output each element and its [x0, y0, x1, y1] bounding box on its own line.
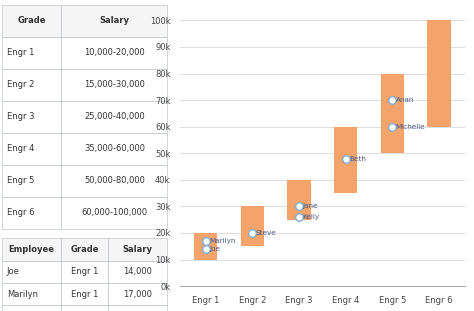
Text: 15,000-30,000: 15,000-30,000 — [84, 80, 145, 89]
Text: Grade: Grade — [18, 16, 46, 25]
Text: 35,000-60,000: 35,000-60,000 — [84, 144, 145, 153]
Bar — [62, 37, 167, 69]
Bar — [2, 165, 62, 197]
Point — [202, 246, 210, 251]
Bar — [108, 261, 167, 283]
Text: Engr 1: Engr 1 — [7, 48, 34, 57]
Bar — [2, 101, 62, 133]
Text: Employee: Employee — [9, 245, 55, 254]
Text: 25,000-40,000: 25,000-40,000 — [84, 112, 145, 121]
Text: 14,000: 14,000 — [123, 267, 152, 276]
Bar — [62, 261, 108, 283]
Point — [342, 156, 349, 161]
Text: Steve: Steve — [255, 230, 276, 236]
Bar — [241, 207, 264, 246]
Bar — [2, 5, 62, 37]
Text: Joe: Joe — [209, 246, 220, 252]
Text: Marilyn: Marilyn — [209, 238, 236, 244]
Text: Engr 5: Engr 5 — [7, 176, 34, 185]
Text: Engr 3: Engr 3 — [7, 112, 34, 121]
Text: Michelle: Michelle — [395, 124, 425, 130]
Text: Anan: Anan — [395, 97, 414, 103]
Bar — [2, 283, 62, 305]
Bar — [62, 238, 108, 261]
Bar — [427, 21, 450, 127]
Bar — [287, 180, 310, 220]
Text: Grade: Grade — [70, 245, 99, 254]
Bar — [62, 283, 108, 305]
Text: Joe: Joe — [7, 267, 20, 276]
Text: Kelly: Kelly — [302, 214, 319, 220]
Point — [295, 215, 303, 220]
Bar — [62, 101, 167, 133]
Text: 17,000: 17,000 — [123, 290, 152, 299]
Text: Engr 1: Engr 1 — [71, 290, 98, 299]
Bar — [62, 197, 167, 229]
Bar — [334, 127, 357, 193]
Bar — [108, 283, 167, 305]
Bar — [62, 165, 167, 197]
Bar — [62, 305, 108, 311]
Text: 60,000-100,000: 60,000-100,000 — [81, 208, 147, 217]
Bar — [62, 5, 167, 37]
Bar — [2, 197, 62, 229]
Text: Engr 6: Engr 6 — [7, 208, 34, 217]
Bar — [2, 238, 62, 261]
Point — [248, 230, 256, 235]
Text: Engr 4: Engr 4 — [7, 144, 34, 153]
Bar — [194, 233, 218, 260]
Text: 10,000-20,000: 10,000-20,000 — [84, 48, 145, 57]
Text: Engr 1: Engr 1 — [71, 267, 98, 276]
Bar — [62, 133, 167, 165]
Point — [389, 124, 396, 129]
Bar — [381, 74, 404, 153]
Text: Marilyn: Marilyn — [7, 290, 38, 299]
Bar — [2, 261, 62, 283]
Bar — [2, 305, 62, 311]
Bar — [2, 133, 62, 165]
Bar — [2, 37, 62, 69]
Point — [295, 204, 303, 209]
Point — [389, 98, 396, 103]
Text: Beth: Beth — [349, 156, 366, 162]
Bar — [108, 238, 167, 261]
Text: Salary: Salary — [122, 245, 152, 254]
Text: Engr 2: Engr 2 — [7, 80, 34, 89]
Bar — [108, 305, 167, 311]
Text: Jane: Jane — [302, 203, 318, 209]
Text: Salary: Salary — [100, 16, 129, 25]
Bar — [2, 69, 62, 101]
Point — [202, 239, 210, 244]
Text: 50,000-80,000: 50,000-80,000 — [84, 176, 145, 185]
Bar — [62, 69, 167, 101]
